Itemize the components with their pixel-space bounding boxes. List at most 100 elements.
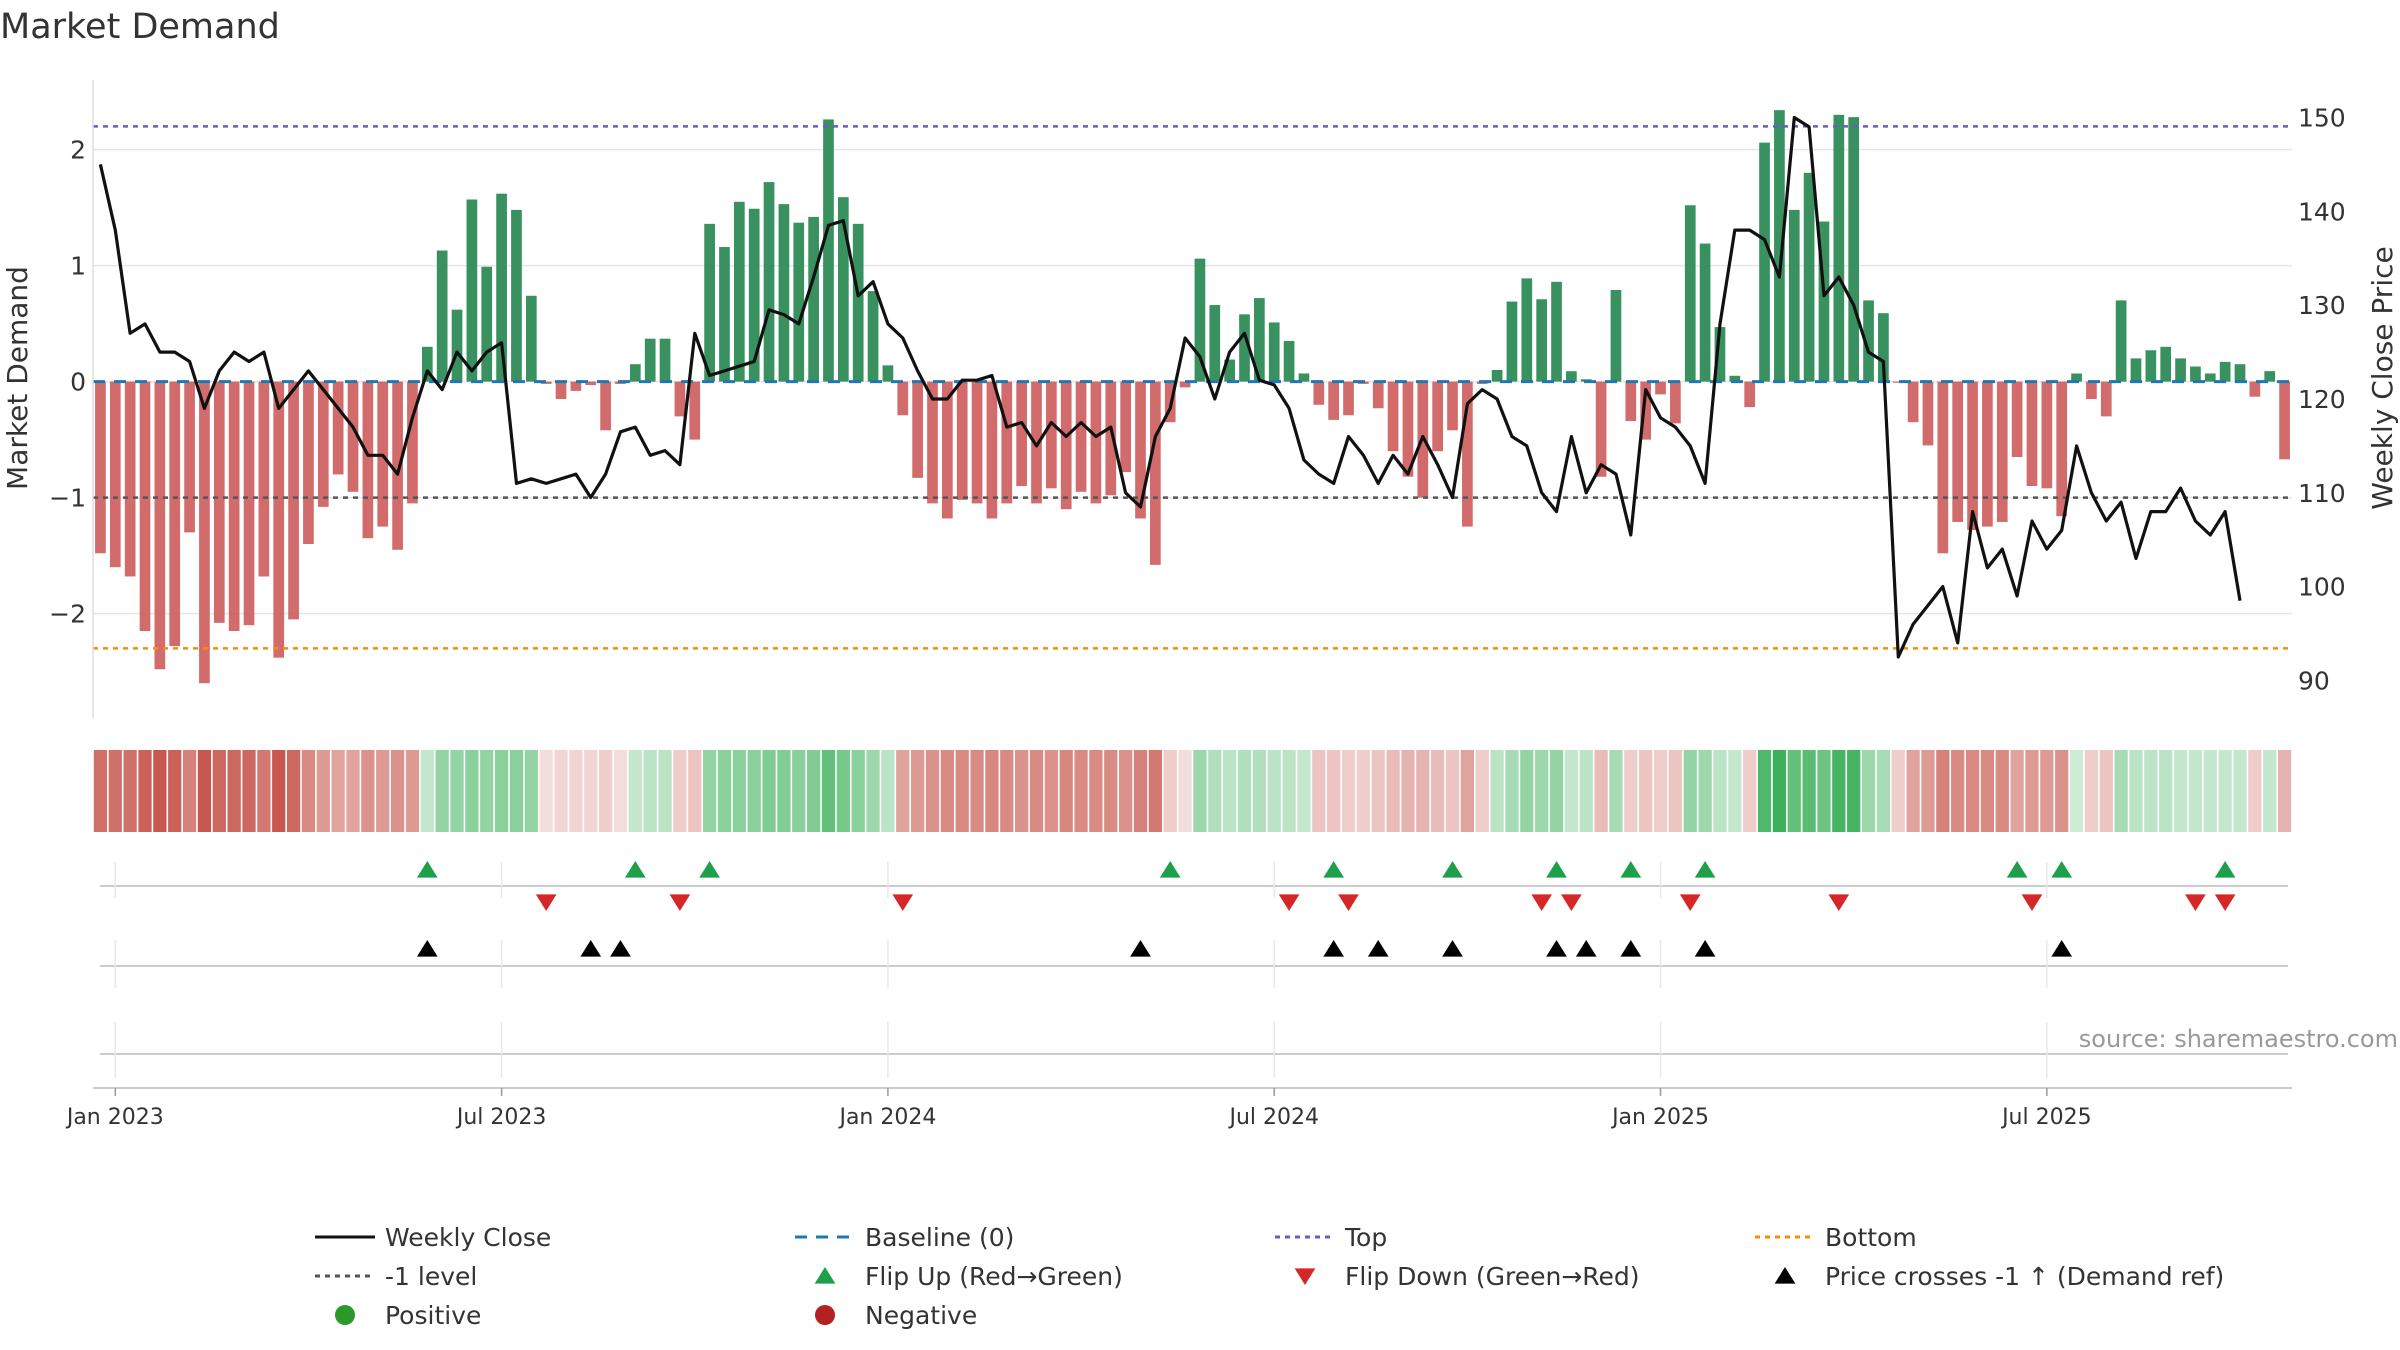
heatmap-cell: [2010, 750, 2024, 832]
heatmap-cell: [881, 750, 895, 832]
heatmap-cell: [138, 750, 152, 832]
heatmap-cell: [1445, 750, 1460, 832]
demand-bar: [392, 381, 403, 550]
demand-bar: [1982, 381, 1993, 527]
demand-bar: [1298, 373, 1310, 382]
heatmap-cell: [2218, 750, 2232, 832]
flip-down-marker: [535, 894, 557, 911]
demand-bar: [228, 381, 240, 631]
heatmap-cell: [806, 750, 821, 832]
x-tick-label: Jan 2024: [837, 1105, 936, 1130]
heatmap-cell: [1549, 750, 1564, 832]
demand-bar: [1878, 313, 1889, 382]
heatmap-cell: [153, 750, 167, 832]
demand-bar: [1833, 114, 1845, 382]
demand-bar: [927, 381, 938, 504]
heatmap-cell: [346, 750, 360, 832]
legend-price-cross-swatch: [1774, 1267, 1796, 1284]
heatmap-cell: [747, 750, 761, 832]
demand-bar: [941, 381, 953, 519]
demand-bars: [95, 110, 2290, 684]
heatmap-cell: [1683, 750, 1697, 832]
legend-positive-swatch: [335, 1305, 355, 1325]
demand-bar: [362, 381, 374, 539]
demand-bar: [897, 381, 909, 416]
heatmap-cell: [361, 750, 375, 832]
flip-up-marker: [1159, 861, 1181, 878]
heatmap-cell: [1252, 750, 1266, 832]
heatmap-cell: [1327, 750, 1341, 832]
heatmap-cell: [910, 750, 925, 832]
y-tick-left-label: −2: [49, 600, 86, 629]
demand-bar: [1788, 209, 1800, 382]
price-cross-marker: [1694, 940, 1716, 957]
heatmap-cell: [1535, 750, 1549, 832]
heatmap-cell: [985, 750, 999, 832]
legend-flip-up-label: Flip Up (Red→Green): [865, 1262, 1123, 1291]
demand-bar: [2249, 381, 2261, 397]
y-tick-left-label: 1: [70, 252, 86, 281]
heatmap-cell: [1609, 750, 1623, 832]
heatmap-cell: [93, 750, 108, 832]
heatmap-cell: [1431, 750, 1445, 832]
demand-bar: [511, 209, 522, 382]
heatmap-cell: [792, 750, 806, 832]
demand-bar: [2100, 381, 2112, 417]
heatmap-cell: [1193, 750, 1207, 832]
demand-bar: [852, 223, 864, 382]
heatmap-cell: [1594, 750, 1608, 832]
heatmap-cell: [1906, 750, 1920, 832]
demand-bar: [1699, 243, 1711, 382]
heatmap-cell: [598, 750, 613, 832]
x-tick-label: Jan 2023: [65, 1105, 164, 1130]
heatmap-cell: [1639, 750, 1653, 832]
flip-up-marker: [1694, 861, 1716, 878]
demand-bar: [1536, 299, 1548, 382]
demand-bar: [1610, 289, 1622, 382]
demand-bar: [1372, 381, 1384, 409]
heatmap-cell: [1728, 750, 1742, 832]
y-tick-left-label: 0: [70, 368, 86, 397]
demand-bar: [1387, 381, 1399, 452]
demand-bar: [674, 381, 686, 417]
heatmap-cell: [1312, 750, 1326, 832]
heatmap-cell: [2277, 750, 2292, 832]
heatmap-cell: [821, 750, 836, 832]
heatmap-cell: [1757, 750, 1772, 832]
demand-bar: [1224, 359, 1235, 382]
heatmap-cell: [1832, 750, 1846, 832]
price-cross-marker: [1442, 940, 1463, 957]
heatmap-cell: [2084, 750, 2099, 832]
demand-bar: [763, 182, 775, 382]
demand-bar: [2160, 346, 2172, 382]
heatmap-cell: [1653, 750, 1668, 832]
heatmap-cell: [257, 750, 271, 832]
flip-up-marker: [1620, 861, 1642, 878]
heatmap-cell: [1000, 750, 1014, 832]
legend-positive-label: Positive: [385, 1301, 481, 1330]
flip-down-marker: [1561, 894, 1582, 911]
demand-bar: [1729, 375, 1741, 382]
y-tick-right-label: 150: [2298, 104, 2346, 133]
heatmap-cell: [524, 750, 538, 832]
price-cross-marker: [1620, 940, 1642, 957]
legend-minus-one-label: -1 level: [385, 1262, 477, 1291]
heatmap-cell: [1148, 750, 1162, 832]
demand-bar: [1803, 172, 1815, 382]
price-cross-marker: [1323, 940, 1345, 957]
heatmap-cell: [1015, 750, 1029, 832]
demand-bar: [1759, 142, 1770, 382]
heatmap-cell: [1074, 750, 1088, 832]
demand-bar: [1239, 314, 1250, 382]
heatmap-cell: [1520, 750, 1534, 832]
legend-baseline-label: Baseline (0): [865, 1223, 1014, 1252]
heatmap-cell: [732, 750, 746, 832]
legend-bottom-label: Bottom: [1825, 1223, 1917, 1252]
demand-bar: [1016, 381, 1027, 486]
heatmap-cell: [1178, 750, 1192, 832]
x-tick-label: Jul 2024: [1227, 1105, 1319, 1130]
demand-bar: [184, 381, 195, 533]
legend-flip-down-swatch: [1294, 1268, 1316, 1285]
heatmap-cell: [1861, 750, 1876, 832]
